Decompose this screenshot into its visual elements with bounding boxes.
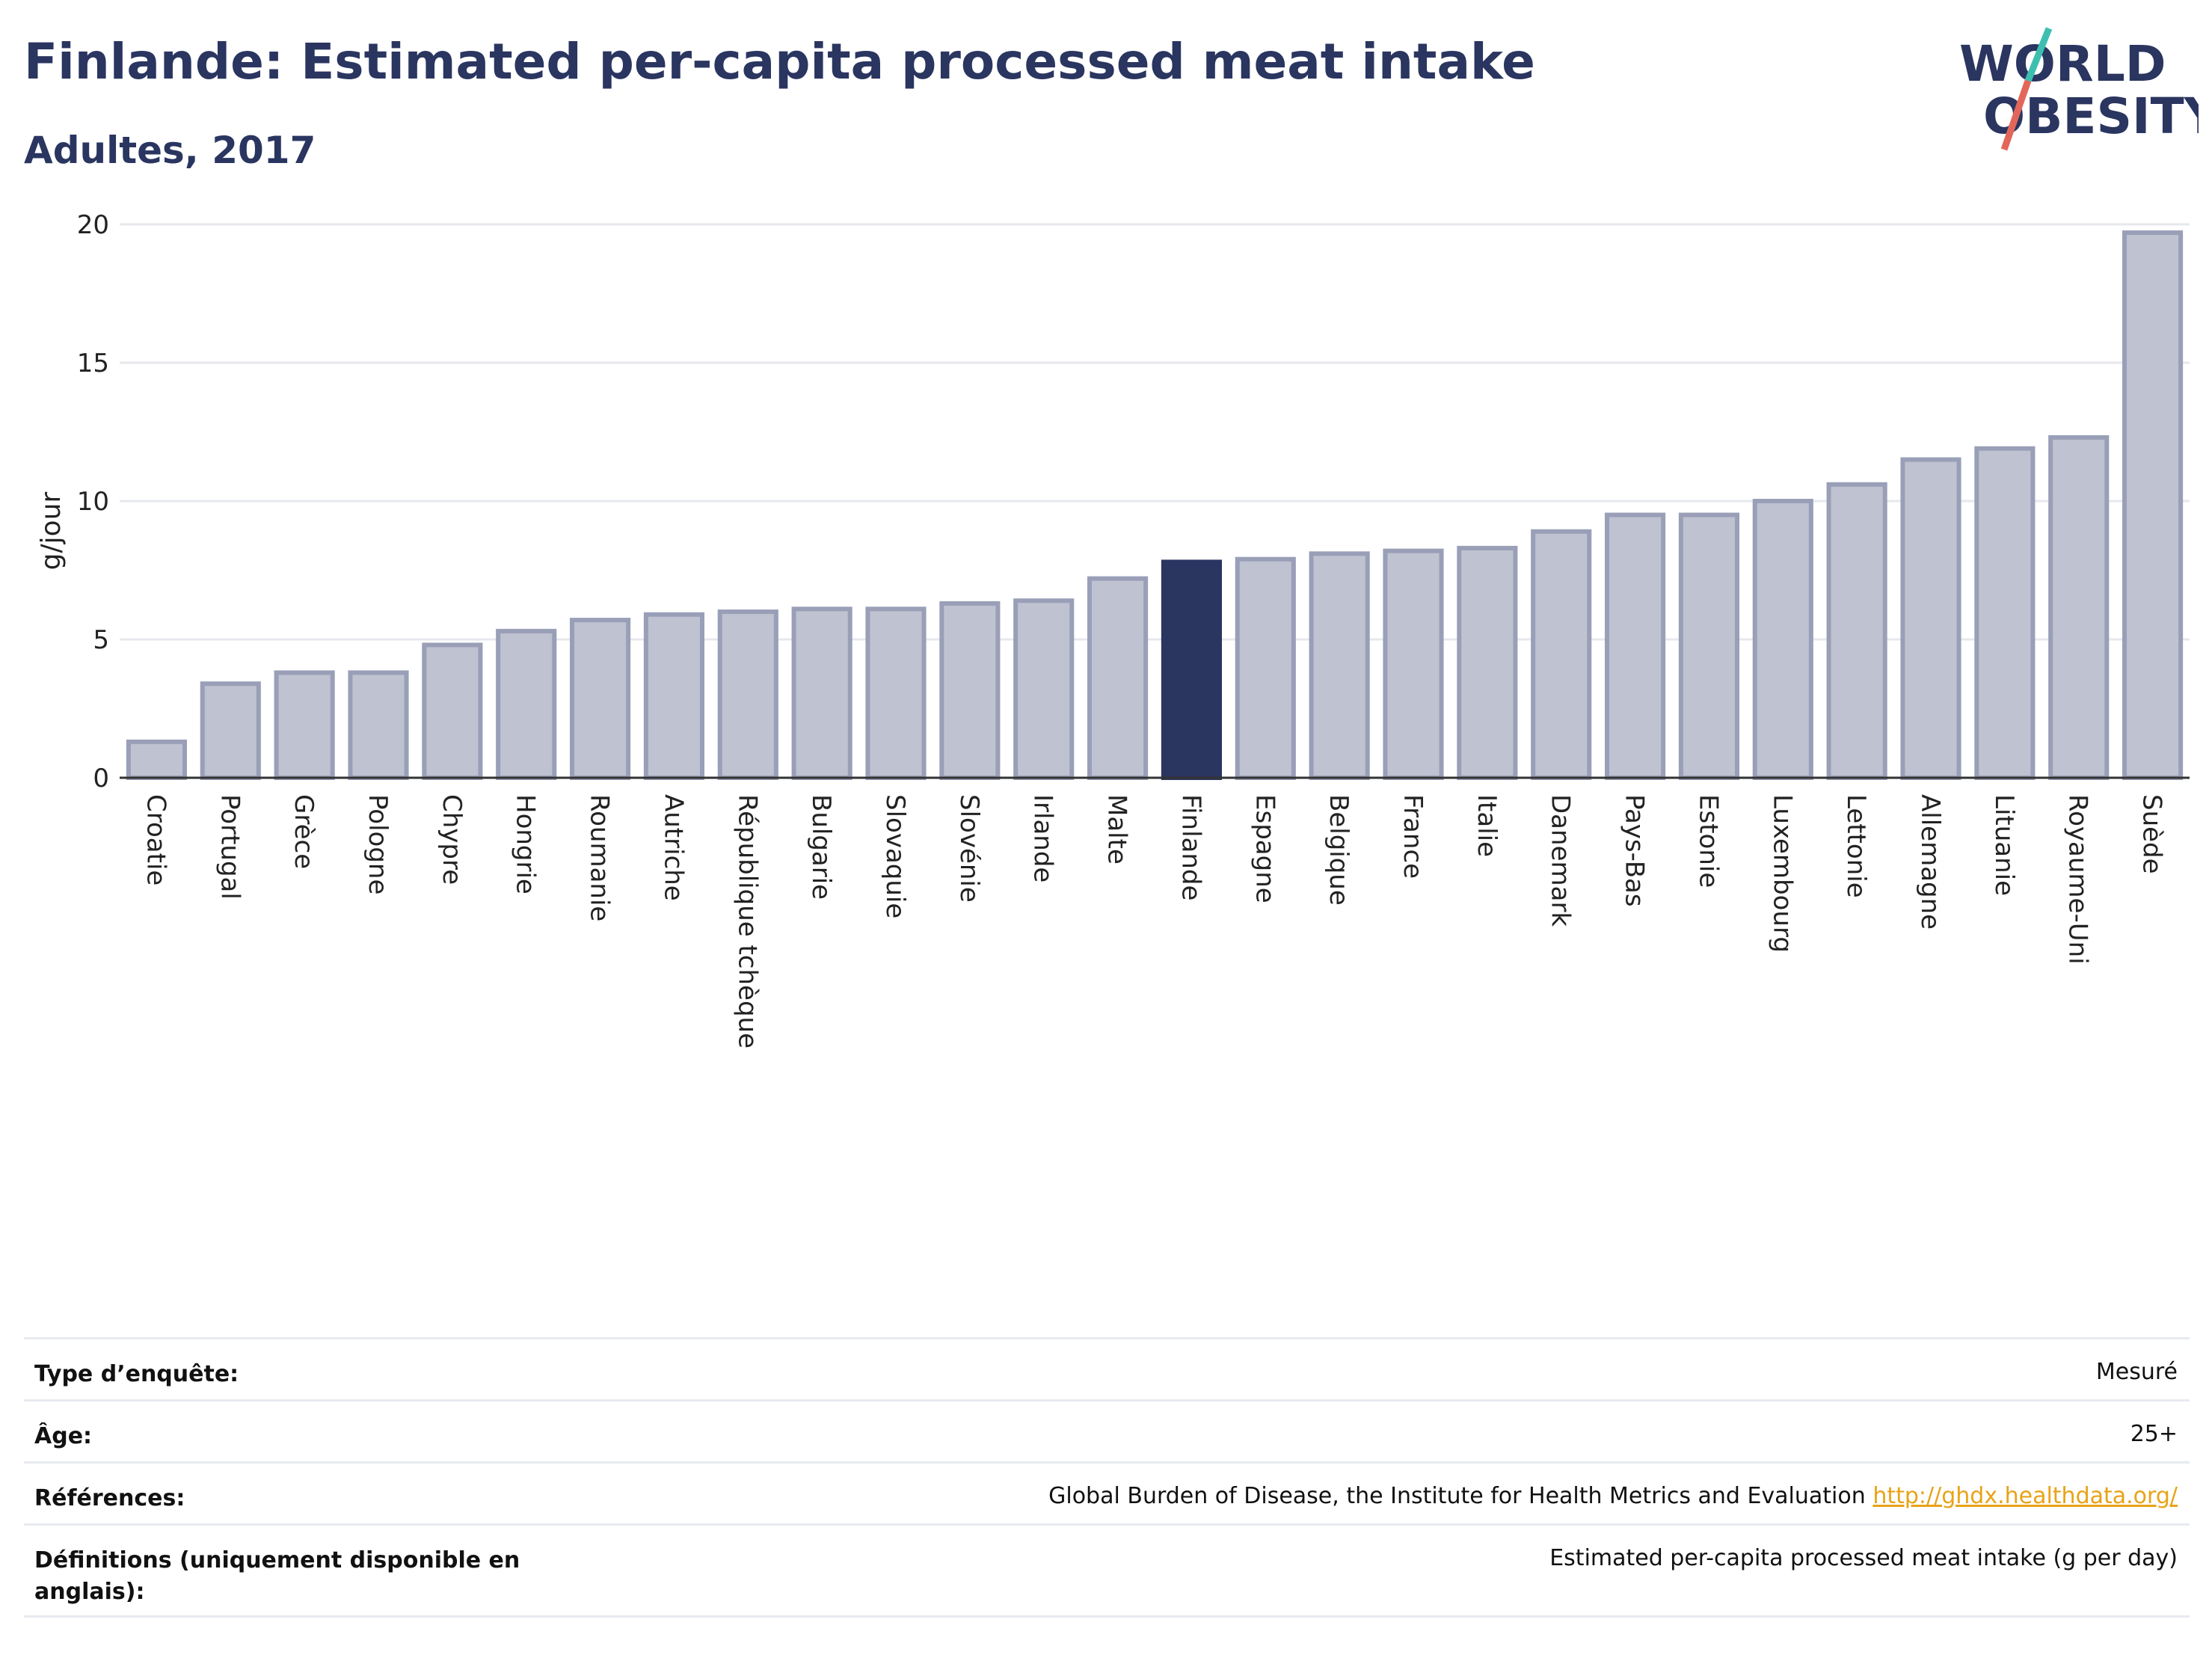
info-table: Type d’enquête: Mesuré Âge: 25+ Références: G… [24, 1337, 2190, 1618]
bar-république-tchèque [717, 610, 778, 780]
x-tick-label: Hongrie [511, 794, 541, 894]
bar-pays-bas [1605, 512, 1666, 780]
bar-malte [1087, 576, 1149, 780]
bar-danemark [1531, 529, 1592, 780]
bar-hongrie [496, 628, 557, 781]
x-tick-label: Lettonie [1841, 794, 1871, 898]
x-tick-label: Royaume-Uni [2063, 794, 2093, 965]
y-tick-label: 10 [77, 487, 109, 517]
x-tick-label: Lituanie [1989, 794, 2019, 896]
x-tick-label: Malte [1102, 794, 1132, 865]
x-tick-label: Finlande [1176, 794, 1205, 900]
bar-estonie [1678, 512, 1739, 780]
x-tick-label: Autriche [658, 794, 688, 901]
info-row-value: Estimated per-capita processed meat inta… [1549, 1545, 2178, 1571]
y-tick-label: 5 [93, 625, 109, 655]
bars [126, 230, 2184, 781]
info-row: Type d’enquête: Mesuré [24, 1337, 2190, 1399]
y-tick-label: 0 [93, 764, 109, 793]
x-tick-label: Irlande [1028, 794, 1058, 882]
bar-chart: 0 5 10 15 20 Croatie Portugal Grèce Pologne Chyp… [36, 210, 2190, 1048]
info-row-label: Âge: [34, 1423, 93, 1449]
bar-allemagne [1900, 457, 1961, 780]
bar-belgique [1309, 551, 1370, 780]
y-tick-label: 20 [77, 210, 109, 240]
info-row-label: Type d’enquête: [34, 1361, 239, 1387]
x-tick-label: Croatie [141, 794, 170, 885]
x-tick-label: France [1398, 794, 1428, 879]
bar-chypre [422, 642, 483, 781]
info-row-value: Global Burden of Disease, the Institute … [1048, 1483, 2178, 1509]
x-tick-label: Italie [1472, 794, 1502, 857]
info-row: Références: Global Burden of Disease, the… [24, 1461, 2190, 1523]
x-tick-label: Estonie [1693, 794, 1723, 888]
world-obesity-logo: WORLD OBESITY [1959, 27, 2199, 151]
x-tick-label: Belgique [1324, 794, 1354, 906]
bar-slovaquie [865, 607, 927, 780]
bar-italie [1457, 545, 1518, 781]
bar-espagne [1235, 556, 1296, 780]
x-tick-label: Portugal [215, 794, 245, 900]
logo-slash-teal [2024, 27, 2053, 82]
info-row-label: Références: [34, 1485, 185, 1511]
bar-lettonie [1826, 482, 1887, 780]
x-tick-label: Espagne [1250, 794, 1279, 903]
info-row-value: 25+ [2130, 1421, 2178, 1447]
x-tick-label: Grèce [289, 794, 319, 869]
logo-line1: WORLD [1959, 35, 2166, 93]
bar-grèce [274, 670, 335, 781]
x-tick-label: Danemark [1546, 794, 1576, 927]
info-row: Définitions (uniquement disponible en an… [24, 1523, 2190, 1618]
bar-irlande [1013, 598, 1075, 781]
x-tick-label: Slovénie [954, 794, 984, 903]
x-tick-label: Pays-Bas [1620, 794, 1650, 907]
y-axis-ticks: 0 5 10 15 20 [77, 210, 109, 793]
x-tick-label: Roumanie [585, 794, 615, 921]
bar-croatie [126, 739, 187, 781]
x-tick-label: Luxembourg [1767, 794, 1797, 953]
y-axis-label: g/jour [36, 491, 67, 570]
x-tick-label: Pologne [363, 794, 393, 894]
x-tick-label: Chypre [437, 794, 467, 885]
logo-slash-red [2000, 79, 2032, 151]
x-tick-label: Suède [2137, 794, 2167, 874]
reference-link[interactable]: http://ghdx.healthdata.org/ [1872, 1483, 2178, 1509]
bar-autriche [643, 612, 704, 781]
x-tick-label: République tchèque [732, 794, 762, 1048]
bar-bulgarie [791, 607, 852, 780]
bar-suède [2122, 230, 2184, 781]
x-tick-label: Bulgarie [806, 794, 836, 900]
bar-slovénie [939, 601, 1001, 781]
y-tick-label: 15 [77, 348, 109, 378]
bar-finlande [1161, 559, 1222, 781]
x-tick-label: Slovaquie [880, 794, 910, 918]
bar-lituanie [1974, 446, 2036, 780]
info-row-label: Définitions (uniquement disponible en an… [34, 1547, 520, 1605]
chart-subtitle: Adultes, 2017 [24, 129, 316, 172]
bar-pologne [348, 670, 409, 781]
bar-france [1383, 548, 1444, 780]
info-row: Âge: 25+ [24, 1399, 2190, 1461]
bar-portugal [200, 681, 261, 781]
info-row-value: Mesuré [2095, 1359, 2178, 1385]
chart-title: Finlande: Estimated per-capita processed… [24, 33, 1535, 90]
x-axis-labels: Croatie Portugal Grèce Pologne Chypre Hongrie… [141, 794, 2166, 1048]
bar-roumanie [570, 618, 631, 780]
bar-royaume-uni [2048, 435, 2110, 781]
x-tick-label: Allemagne [1915, 794, 1945, 930]
bar-luxembourg [1752, 499, 1813, 780]
